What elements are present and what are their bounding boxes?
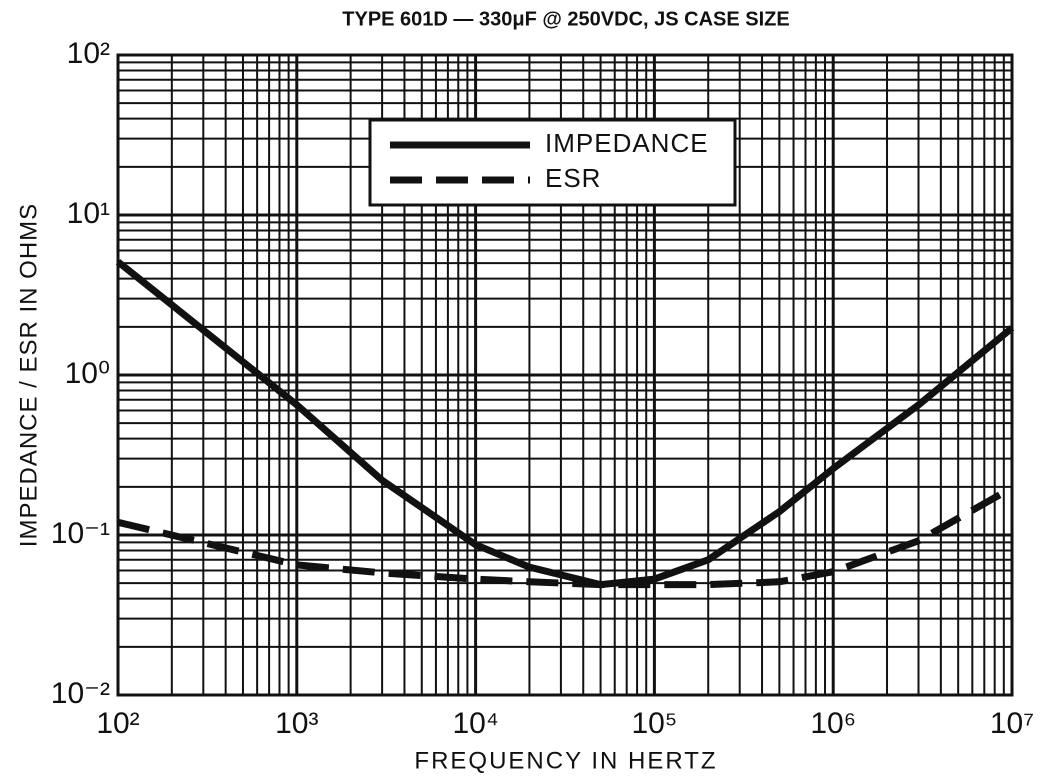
y-axis-label: IMPEDANCE / ESR IN OHMS [15,203,42,547]
y-tick-label: 10⁻¹ [51,517,110,550]
y-tick-label: 10¹ [67,197,110,230]
x-tick-label: 10³ [275,707,318,740]
x-tick-label: 10⁶ [810,707,856,740]
legend-label: IMPEDANCE [545,128,709,158]
x-tick-label: 10⁷ [990,707,1034,740]
y-tick-label: 10⁻² [51,677,110,710]
x-tick-label: 10⁴ [452,707,498,740]
y-tick-label: 10⁰ [65,357,110,390]
legend-label: ESR [545,163,601,193]
series-line [117,484,1014,589]
x-tick-label: 10⁵ [631,707,677,740]
plot-frame [116,53,1014,697]
y-tick-label: 10² [67,37,110,70]
legend-box [368,118,737,207]
chart-title: TYPE 601D — 330μF @ 250VDC, JS CASE SIZE [342,8,789,30]
x-axis-label: FREQUENCY IN HERTZ [414,747,717,774]
x-tick-label: 10² [96,707,139,740]
